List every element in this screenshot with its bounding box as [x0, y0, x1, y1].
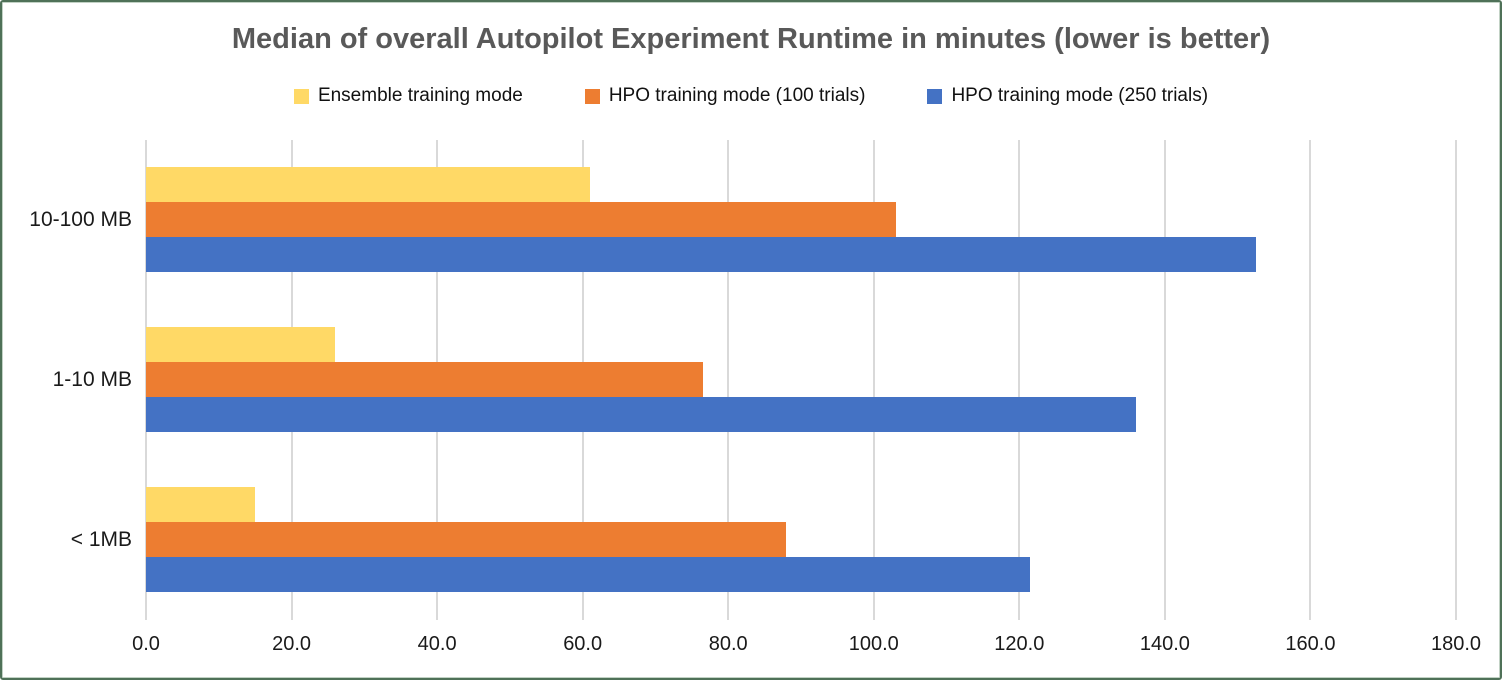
x-axis-labels: 0.0 20.0 40.0 60.0 80.0 100.0 120.0 140.0 160.0 1… [132, 633, 1481, 663]
gridline [872, 140, 875, 620]
bar-10-100-mb [146, 237, 1256, 272]
gridline [1018, 140, 1021, 620]
y-axis-labels: 10-100 MB 1-10 MB < 1MB [2, 140, 132, 620]
bar--1mb [146, 557, 1031, 592]
legend-swatch-icon [293, 88, 309, 104]
y-axis-tick-label: 1-10 MB [52, 368, 132, 391]
legend-item: HPO training mode (250 trials) [927, 85, 1208, 107]
gridline [1163, 140, 1166, 620]
x-axis-tick-label: 140.0 [1139, 633, 1190, 655]
gridline [1455, 140, 1457, 620]
plot-area [145, 140, 1457, 620]
x-axis-tick-label: 0.0 [132, 633, 160, 655]
x-axis-tick-label: 60.0 [563, 633, 603, 655]
legend-swatch-icon [927, 88, 943, 104]
legend-item: Ensemble training mode [293, 85, 523, 107]
x-axis-tick-label: 20.0 [272, 633, 312, 655]
bars-layer [146, 140, 1456, 620]
legend-item: HPO training mode (100 trials) [584, 85, 866, 107]
x-axis-tick-label: 180.0 [1430, 633, 1482, 655]
bar--1mb [146, 522, 787, 557]
y-axis-tick-label: 10-100 MB [29, 208, 132, 231]
legend: Ensemble training mode HPO training mode … [2, 85, 1500, 107]
x-axis-tick-label: 100.0 [848, 633, 899, 655]
category-band [146, 460, 1456, 620]
x-axis-tick-label: 40.0 [417, 633, 457, 655]
gridline [727, 140, 730, 620]
legend-label: HPO training mode (100 trials) [608, 85, 866, 106]
bar-1-10-mb [146, 362, 703, 397]
bar-1-10-mb [146, 327, 336, 362]
chart-title: Median of overall Autopilot Experiment R… [231, 23, 1271, 55]
gridline [1309, 140, 1312, 620]
legend-label: HPO training mode (250 trials) [951, 85, 1209, 106]
legend-label: Ensemble training mode [317, 85, 523, 106]
legend-swatch-icon [584, 88, 600, 104]
bar--1mb [146, 487, 256, 522]
x-axis-tick-label: 80.0 [708, 633, 748, 655]
bar-1-10-mb [146, 397, 1136, 432]
bar-10-100-mb [146, 167, 590, 202]
x-axis-tick-label: 120.0 [994, 633, 1045, 655]
x-axis-tick-label: 160.0 [1285, 633, 1336, 655]
y-axis-tick-label: < 1MB [70, 528, 132, 551]
category-band [146, 140, 1456, 300]
bar-10-100-mb [146, 202, 896, 237]
category-band [146, 300, 1456, 460]
